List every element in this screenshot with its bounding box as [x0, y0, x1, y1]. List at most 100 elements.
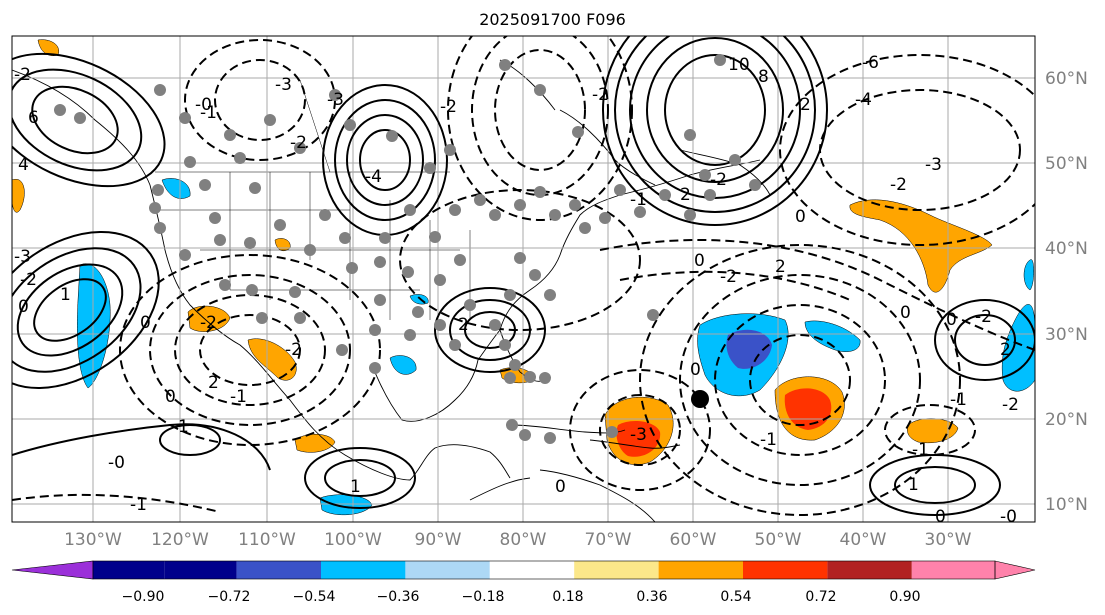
contour-label: -1: [200, 103, 217, 123]
colorbar-seg: [321, 561, 406, 579]
grid: [12, 36, 1035, 522]
longitude-labels: 130°W 120°W 110°W 100°W 90°W 80°W 70°W 6…: [64, 530, 972, 550]
lat-label: 30°N: [1045, 325, 1088, 345]
lon-label: 110°W: [238, 530, 296, 550]
colorbar-ticks: −0.90 −0.72 −0.54 −0.36 −0.18 0.18 0.36 …: [122, 589, 921, 605]
contour-label: 2: [800, 95, 811, 115]
contour-label: 0: [140, 313, 151, 333]
contour-label: -4: [365, 167, 382, 187]
contour-label: -2: [592, 85, 609, 105]
contour-label: 0: [935, 507, 946, 527]
contour-label: -1: [630, 190, 647, 210]
contour-label: -2: [720, 267, 737, 287]
colorbar-seg: [658, 561, 743, 579]
colorbar-seg: [743, 561, 828, 579]
contour-label: -4: [855, 90, 872, 110]
contour-label: 4: [18, 155, 29, 175]
contour-label: 6: [28, 108, 39, 128]
contour-label: -2: [975, 307, 992, 327]
latitude-labels: 60°N 50°N 40°N 30°N 20°N 10°N: [1045, 69, 1088, 515]
contour-label: -2: [290, 133, 307, 153]
lon-label: 70°W: [585, 530, 632, 550]
dashed-contours: [12, 36, 1035, 516]
colorbar-tick: 0.72: [805, 589, 836, 605]
lat-label: 20°N: [1045, 410, 1088, 430]
contour-label: -2: [1002, 395, 1019, 415]
contour-label: 8: [758, 67, 769, 87]
contour-label: -2: [710, 170, 727, 190]
colorbar-seg: [11, 560, 94, 580]
contour-label: 2: [458, 315, 469, 335]
contour-label: -2: [890, 175, 907, 195]
contour-label: -2: [20, 270, 37, 290]
lon-label: 100°W: [324, 530, 382, 550]
contour-label: 1: [178, 417, 189, 437]
map-title: 2025091700 F096: [479, 10, 626, 29]
contour-label: 1: [350, 477, 361, 497]
colorbar-tick: 0.54: [720, 589, 751, 605]
colorbar-seg: [827, 561, 912, 579]
lon-label: 50°W: [755, 530, 802, 550]
colorbar-seg: [574, 561, 659, 579]
colorbar-seg: [164, 561, 237, 579]
colorbar-tick: 0.36: [636, 589, 667, 605]
contour-label: 0: [946, 310, 957, 330]
colorbar-tick: −0.72: [208, 589, 251, 605]
contour-label: -1: [760, 430, 777, 450]
map-border: [11, 35, 1036, 523]
contour-label: -1: [950, 390, 967, 410]
contour-label: -6: [862, 53, 879, 73]
contour-label: -0: [1000, 507, 1017, 527]
storm-center-marker: [691, 390, 709, 408]
contour-label: 0: [900, 303, 911, 323]
lon-label: 80°W: [500, 530, 547, 550]
lat-label: 40°N: [1045, 239, 1088, 259]
lat-label: 50°N: [1045, 154, 1088, 174]
contour-label: 0: [555, 477, 566, 497]
contour-label: 2: [775, 257, 786, 277]
contour-label: 0: [795, 207, 806, 227]
contour-label: -3: [630, 425, 647, 445]
contour-label: -2: [440, 97, 457, 117]
lon-label: 60°W: [670, 530, 717, 550]
colorbar-seg: [994, 560, 1036, 580]
contour-label: -1: [130, 495, 147, 515]
contour-label: -0: [108, 453, 125, 473]
colorbar-tick: 0.18: [552, 589, 583, 605]
contour-label: -2: [14, 65, 31, 85]
contour-label: -0: [195, 95, 212, 115]
lon-label: 90°W: [415, 530, 462, 550]
contour-label: 2: [680, 185, 691, 205]
lon-label: 120°W: [151, 530, 209, 550]
contour-label: 10: [728, 55, 750, 75]
contour-label: 0: [18, 297, 29, 317]
lon-label: 130°W: [64, 530, 122, 550]
contour-labels: -2 6 4 -1 -3 -0 -2 -3 -4 -2 10 8 -6 -4 -…: [14, 53, 1019, 527]
colorbar-seg: [93, 561, 165, 579]
contour-label: 2: [1000, 340, 1011, 360]
contour-label: 2: [208, 373, 219, 393]
state-borders: [155, 79, 471, 320]
colorbar-tick: −0.36: [377, 589, 420, 605]
colorbar-seg: [911, 561, 995, 579]
colorbar-tick: −0.90: [122, 589, 165, 605]
contour-label: -3: [275, 75, 292, 95]
lat-label: 60°N: [1045, 69, 1088, 89]
colorbar-tick: −0.18: [462, 589, 505, 605]
contour-label: -1: [912, 440, 929, 460]
lat-label: 10°N: [1045, 495, 1088, 515]
station-dots: [54, 54, 761, 444]
contour-label: 1: [908, 475, 919, 495]
contour-label: -2: [200, 313, 217, 333]
contour-label: -2: [285, 340, 302, 360]
contour-label: -3: [925, 155, 942, 175]
colorbar-seg: [405, 561, 490, 579]
contour-label: -3: [14, 247, 31, 267]
colorbar-seg: [236, 561, 321, 579]
contour-label: -1: [230, 387, 247, 407]
colorbar-seg: [489, 561, 575, 579]
contour-label: 0: [694, 251, 705, 271]
colorbar-tick: 0.90: [889, 589, 920, 605]
contour-label: 0: [165, 387, 176, 407]
